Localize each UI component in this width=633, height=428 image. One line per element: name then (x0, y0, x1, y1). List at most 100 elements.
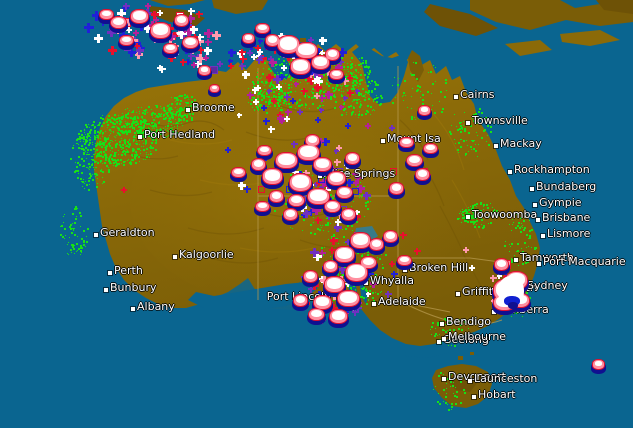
lightning-strike-marker (237, 113, 242, 118)
strike-bar-v (140, 45, 142, 52)
lightning-strike-marker (242, 71, 250, 79)
lightning-strike-marker (203, 55, 209, 61)
lightning-strike-marker (385, 291, 392, 298)
strike-bar-v (155, 17, 157, 23)
lightning-strike-marker (123, 3, 130, 10)
strike-bar-v (199, 54, 202, 63)
lightning-strike-marker (144, 25, 152, 33)
city-label: Geraldton (100, 226, 155, 239)
city-label: Mackay (500, 137, 542, 150)
city-dot (492, 310, 496, 314)
lightning-strike-marker (400, 232, 407, 239)
city-dot (514, 258, 518, 262)
lightning-strike-marker (389, 261, 395, 267)
strike-bar-v (354, 309, 356, 316)
lightning-strike-marker (319, 250, 326, 257)
city-label: Port Lincoln (266, 290, 331, 303)
strike-bar-v (130, 49, 133, 57)
lightning-strike-marker (187, 15, 195, 23)
city-label: Port Hedland (144, 128, 216, 141)
lightning-strike-marker (252, 87, 259, 94)
strike-bar-v (318, 48, 320, 53)
lightning-strike-marker (145, 3, 151, 9)
strike-bar-v (206, 47, 209, 55)
strike-bar-v (259, 39, 261, 44)
city-dot (442, 377, 446, 381)
lightning-strike-marker (276, 84, 282, 90)
lightning-strike-marker (196, 54, 205, 63)
strike-bar-v (348, 179, 351, 187)
strike-bar-v (317, 217, 319, 224)
strike-bar-v (391, 125, 393, 131)
strike-bar-v (230, 63, 232, 69)
city-dot (94, 233, 98, 237)
strike-bar-v (147, 3, 149, 9)
lightning-strike-marker (391, 271, 398, 278)
city-dot (454, 95, 458, 99)
lightning-strike-marker (389, 125, 395, 131)
lightning-strike-marker (313, 252, 322, 261)
terrain-highlight (169, 109, 481, 253)
city-label: Bunbury (110, 281, 157, 294)
city-dot (456, 292, 460, 296)
lightning-strike-marker (301, 212, 307, 218)
lightning-strike-marker (308, 37, 314, 43)
strike-bar-v (356, 89, 358, 94)
city-dot (466, 121, 470, 125)
strike-bar-v (318, 180, 320, 186)
lightning-strike-marker (134, 43, 140, 49)
strike-bar-v (305, 210, 308, 218)
city-label: Whyalla (370, 274, 414, 287)
strike-bar-v (180, 29, 183, 39)
strike-bar-v (346, 172, 348, 177)
lightning-strike-marker (367, 271, 374, 278)
lightning-strike-marker (319, 50, 326, 57)
lightning-strike-marker (314, 84, 322, 92)
strike-bar-v (128, 27, 130, 33)
lightning-strike-marker (355, 175, 362, 182)
strike-bar-v (314, 72, 316, 78)
lightning-strike-marker (195, 61, 202, 68)
strike-bar-v (241, 63, 243, 70)
lightning-strike-marker (267, 89, 272, 94)
lightning-strike-marker (463, 247, 469, 253)
strike-bar-v (95, 11, 98, 21)
lightning-strike-marker (469, 265, 475, 271)
strike-bar-v (192, 26, 195, 34)
lightning-strike-marker (269, 59, 277, 67)
lightning-strike-marker (204, 29, 213, 38)
lightning-strike-marker (290, 98, 296, 104)
lightning-strike-marker (117, 9, 126, 18)
city-dot (536, 218, 540, 222)
lightning-strike-marker (335, 219, 342, 226)
strike-bar-v (135, 30, 137, 36)
strike-bar-v (230, 49, 233, 57)
city-label: Cairns (460, 88, 495, 101)
city-label: Broome (192, 101, 235, 114)
strike-bar-v (324, 138, 327, 146)
lightning-strike-marker (338, 265, 347, 274)
city-label: Brisbane (542, 211, 591, 224)
lightning-strike-marker (268, 126, 275, 133)
city-dot (537, 262, 541, 266)
strike-bar-v (321, 250, 323, 257)
strike-bar-v (365, 192, 368, 200)
strike-bar-v (341, 48, 344, 57)
lightning-strike-marker (259, 55, 264, 60)
lightning-strike-marker (352, 309, 359, 316)
lightning-strike-marker (310, 248, 319, 257)
strike-bar-v (259, 49, 261, 55)
lightning-strike-marker (315, 217, 322, 224)
strike-bar-v (249, 92, 251, 99)
lightning-strike-marker (347, 90, 354, 97)
lightning-strike-marker (315, 78, 323, 86)
lightning-strike-marker (308, 209, 315, 216)
strike-bar-v (257, 45, 259, 51)
lightning-strike-marker (239, 49, 246, 56)
city-dot (533, 203, 537, 207)
strike-bar-v (287, 109, 289, 116)
strike-bar-v (310, 286, 312, 293)
lightning-strike-marker (334, 159, 341, 166)
